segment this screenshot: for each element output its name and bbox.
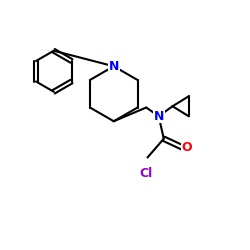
Text: N: N <box>108 60 119 73</box>
Text: Cl: Cl <box>140 167 153 180</box>
Text: O: O <box>182 141 192 154</box>
Text: N: N <box>154 110 164 123</box>
